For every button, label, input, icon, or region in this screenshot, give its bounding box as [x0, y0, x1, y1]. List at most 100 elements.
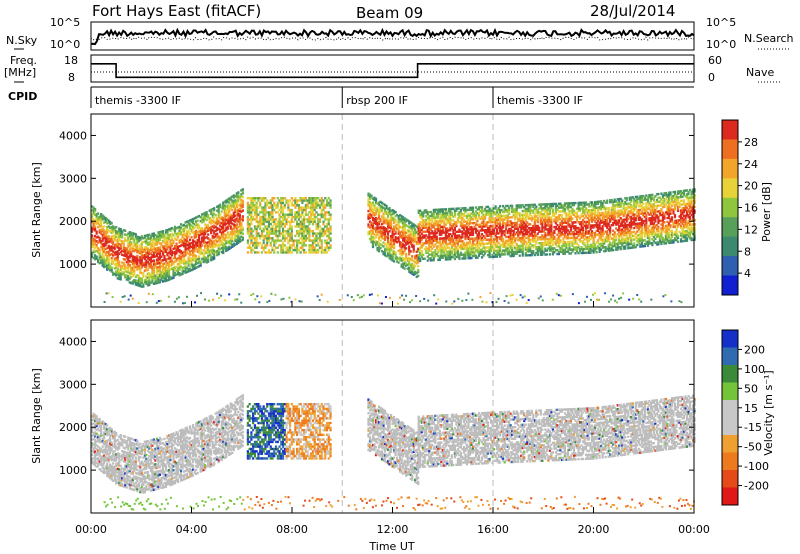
- power-cell: [422, 234, 425, 237]
- power-cell: [393, 252, 396, 255]
- power-cell: [566, 202, 570, 205]
- power-cell: [493, 228, 496, 231]
- power-cell: [184, 265, 187, 269]
- power-cell: [116, 244, 119, 247]
- power-cell: [589, 243, 592, 247]
- power-cell: [403, 226, 406, 230]
- power-cell: [575, 213, 579, 216]
- power-cell: [225, 228, 228, 231]
- power-cell: [136, 247, 139, 250]
- power-cell: [113, 263, 116, 266]
- power-cell: [207, 237, 210, 240]
- power-cell: [164, 271, 168, 275]
- power-cell: [511, 250, 514, 254]
- power-cell: [241, 215, 244, 218]
- power-cell: [377, 238, 381, 241]
- power-cell: [459, 247, 463, 251]
- power-cell: [118, 239, 121, 242]
- power-cell: [464, 224, 467, 227]
- power-cell: [449, 250, 452, 253]
- power-cell: [539, 230, 542, 233]
- power-cell: [110, 270, 113, 273]
- power-cell: [542, 226, 545, 229]
- power-cell: [405, 252, 408, 256]
- power-cell: [600, 242, 603, 246]
- power-cell: [229, 225, 232, 228]
- power-cell: [187, 246, 190, 250]
- power-cell: [511, 229, 514, 233]
- power-cell: [485, 211, 488, 214]
- power-cell: [133, 248, 136, 251]
- power-cell: [486, 238, 490, 241]
- power-cell: [426, 228, 429, 231]
- power-cell: [211, 221, 214, 224]
- power-cell: [574, 226, 577, 230]
- power-cell: [425, 249, 428, 253]
- power-cell: [520, 206, 523, 209]
- power-cell: [408, 222, 411, 225]
- power-cell: [533, 244, 536, 247]
- power-cell: [565, 229, 568, 232]
- power-cell: [503, 241, 506, 244]
- power-cell: [526, 221, 529, 224]
- power-cell: [544, 203, 547, 206]
- power-cell: [152, 234, 156, 237]
- power-cell: [625, 231, 628, 235]
- power-cell: [630, 231, 633, 234]
- power-cell: [201, 232, 204, 236]
- power-cell: [101, 237, 104, 240]
- power-cell: [530, 226, 533, 230]
- power-cell: [397, 257, 400, 260]
- power-cell: [417, 230, 420, 234]
- power-cell: [438, 237, 441, 240]
- power-cell: [468, 214, 472, 217]
- power-cell: [532, 224, 535, 228]
- power-cell: [193, 263, 196, 266]
- power-cell: [374, 243, 378, 247]
- power-cell: [112, 254, 115, 257]
- power-cell: [240, 193, 243, 196]
- power-cell: [370, 194, 373, 197]
- freq-tick-top: 18: [64, 54, 78, 67]
- power-cell: [606, 238, 609, 241]
- power-cell: [532, 236, 535, 239]
- power-cell: [479, 237, 482, 240]
- power-cell: [160, 236, 163, 239]
- power-cell: [480, 211, 484, 215]
- power-cell: [137, 236, 140, 239]
- power-cell: [444, 258, 447, 261]
- power-cell: [223, 221, 226, 225]
- power-cell: [380, 236, 384, 239]
- power-cell: [511, 210, 514, 213]
- power-cell: [210, 249, 213, 252]
- power-cell: [467, 247, 470, 250]
- power-cell: [532, 234, 535, 237]
- power-cell: [437, 227, 440, 231]
- power-cell: [409, 234, 412, 238]
- power-cell: [536, 218, 539, 222]
- power-cell: [625, 206, 628, 209]
- power-cell: [556, 241, 559, 244]
- power-cell: [400, 226, 403, 230]
- power-cell: [207, 227, 210, 231]
- power-cell: [397, 216, 400, 220]
- power-cell: [542, 212, 545, 216]
- power-cell: [377, 249, 381, 253]
- power-cell: [95, 213, 98, 216]
- power-cell: [583, 216, 586, 220]
- power-cell: [173, 272, 177, 275]
- power-cell: [376, 233, 379, 236]
- power-cell: [597, 246, 600, 250]
- power-cell: [616, 246, 619, 249]
- power-cell: [633, 230, 636, 234]
- power-cell: [393, 238, 396, 242]
- power-cell: [496, 251, 499, 254]
- power-cell: [622, 241, 625, 245]
- power-cell: [151, 244, 154, 247]
- power-cell: [636, 203, 639, 206]
- power-cell: [462, 208, 466, 212]
- power-cell: [428, 257, 431, 260]
- power-cell: [631, 223, 634, 226]
- power-cell: [523, 240, 526, 244]
- power-cell: [232, 194, 235, 197]
